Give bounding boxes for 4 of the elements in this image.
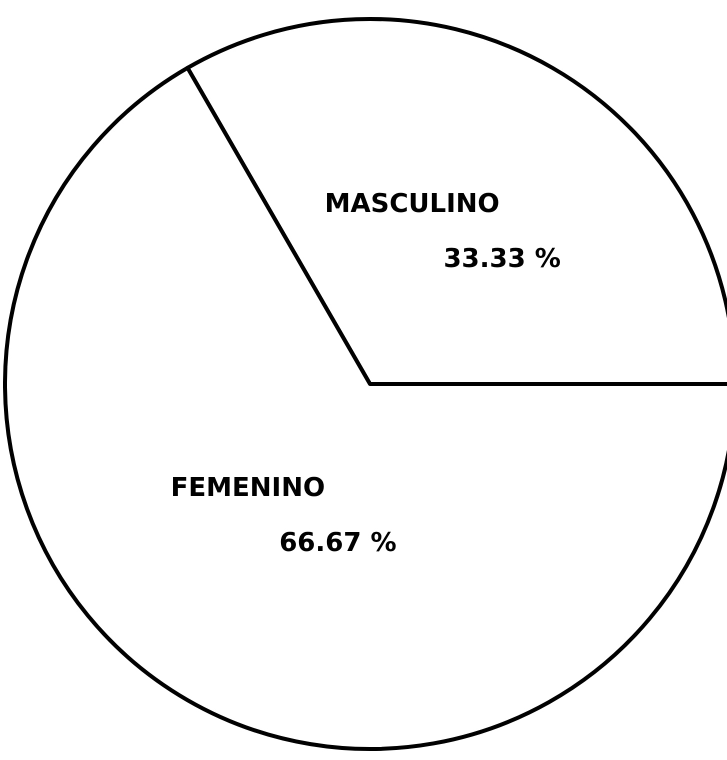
data-label: 33.33 % <box>443 244 561 274</box>
data-label: 66.67 % <box>279 528 397 558</box>
slice-label: FEMENINO <box>170 473 326 504</box>
slice-label: MASCULINO <box>324 188 500 219</box>
